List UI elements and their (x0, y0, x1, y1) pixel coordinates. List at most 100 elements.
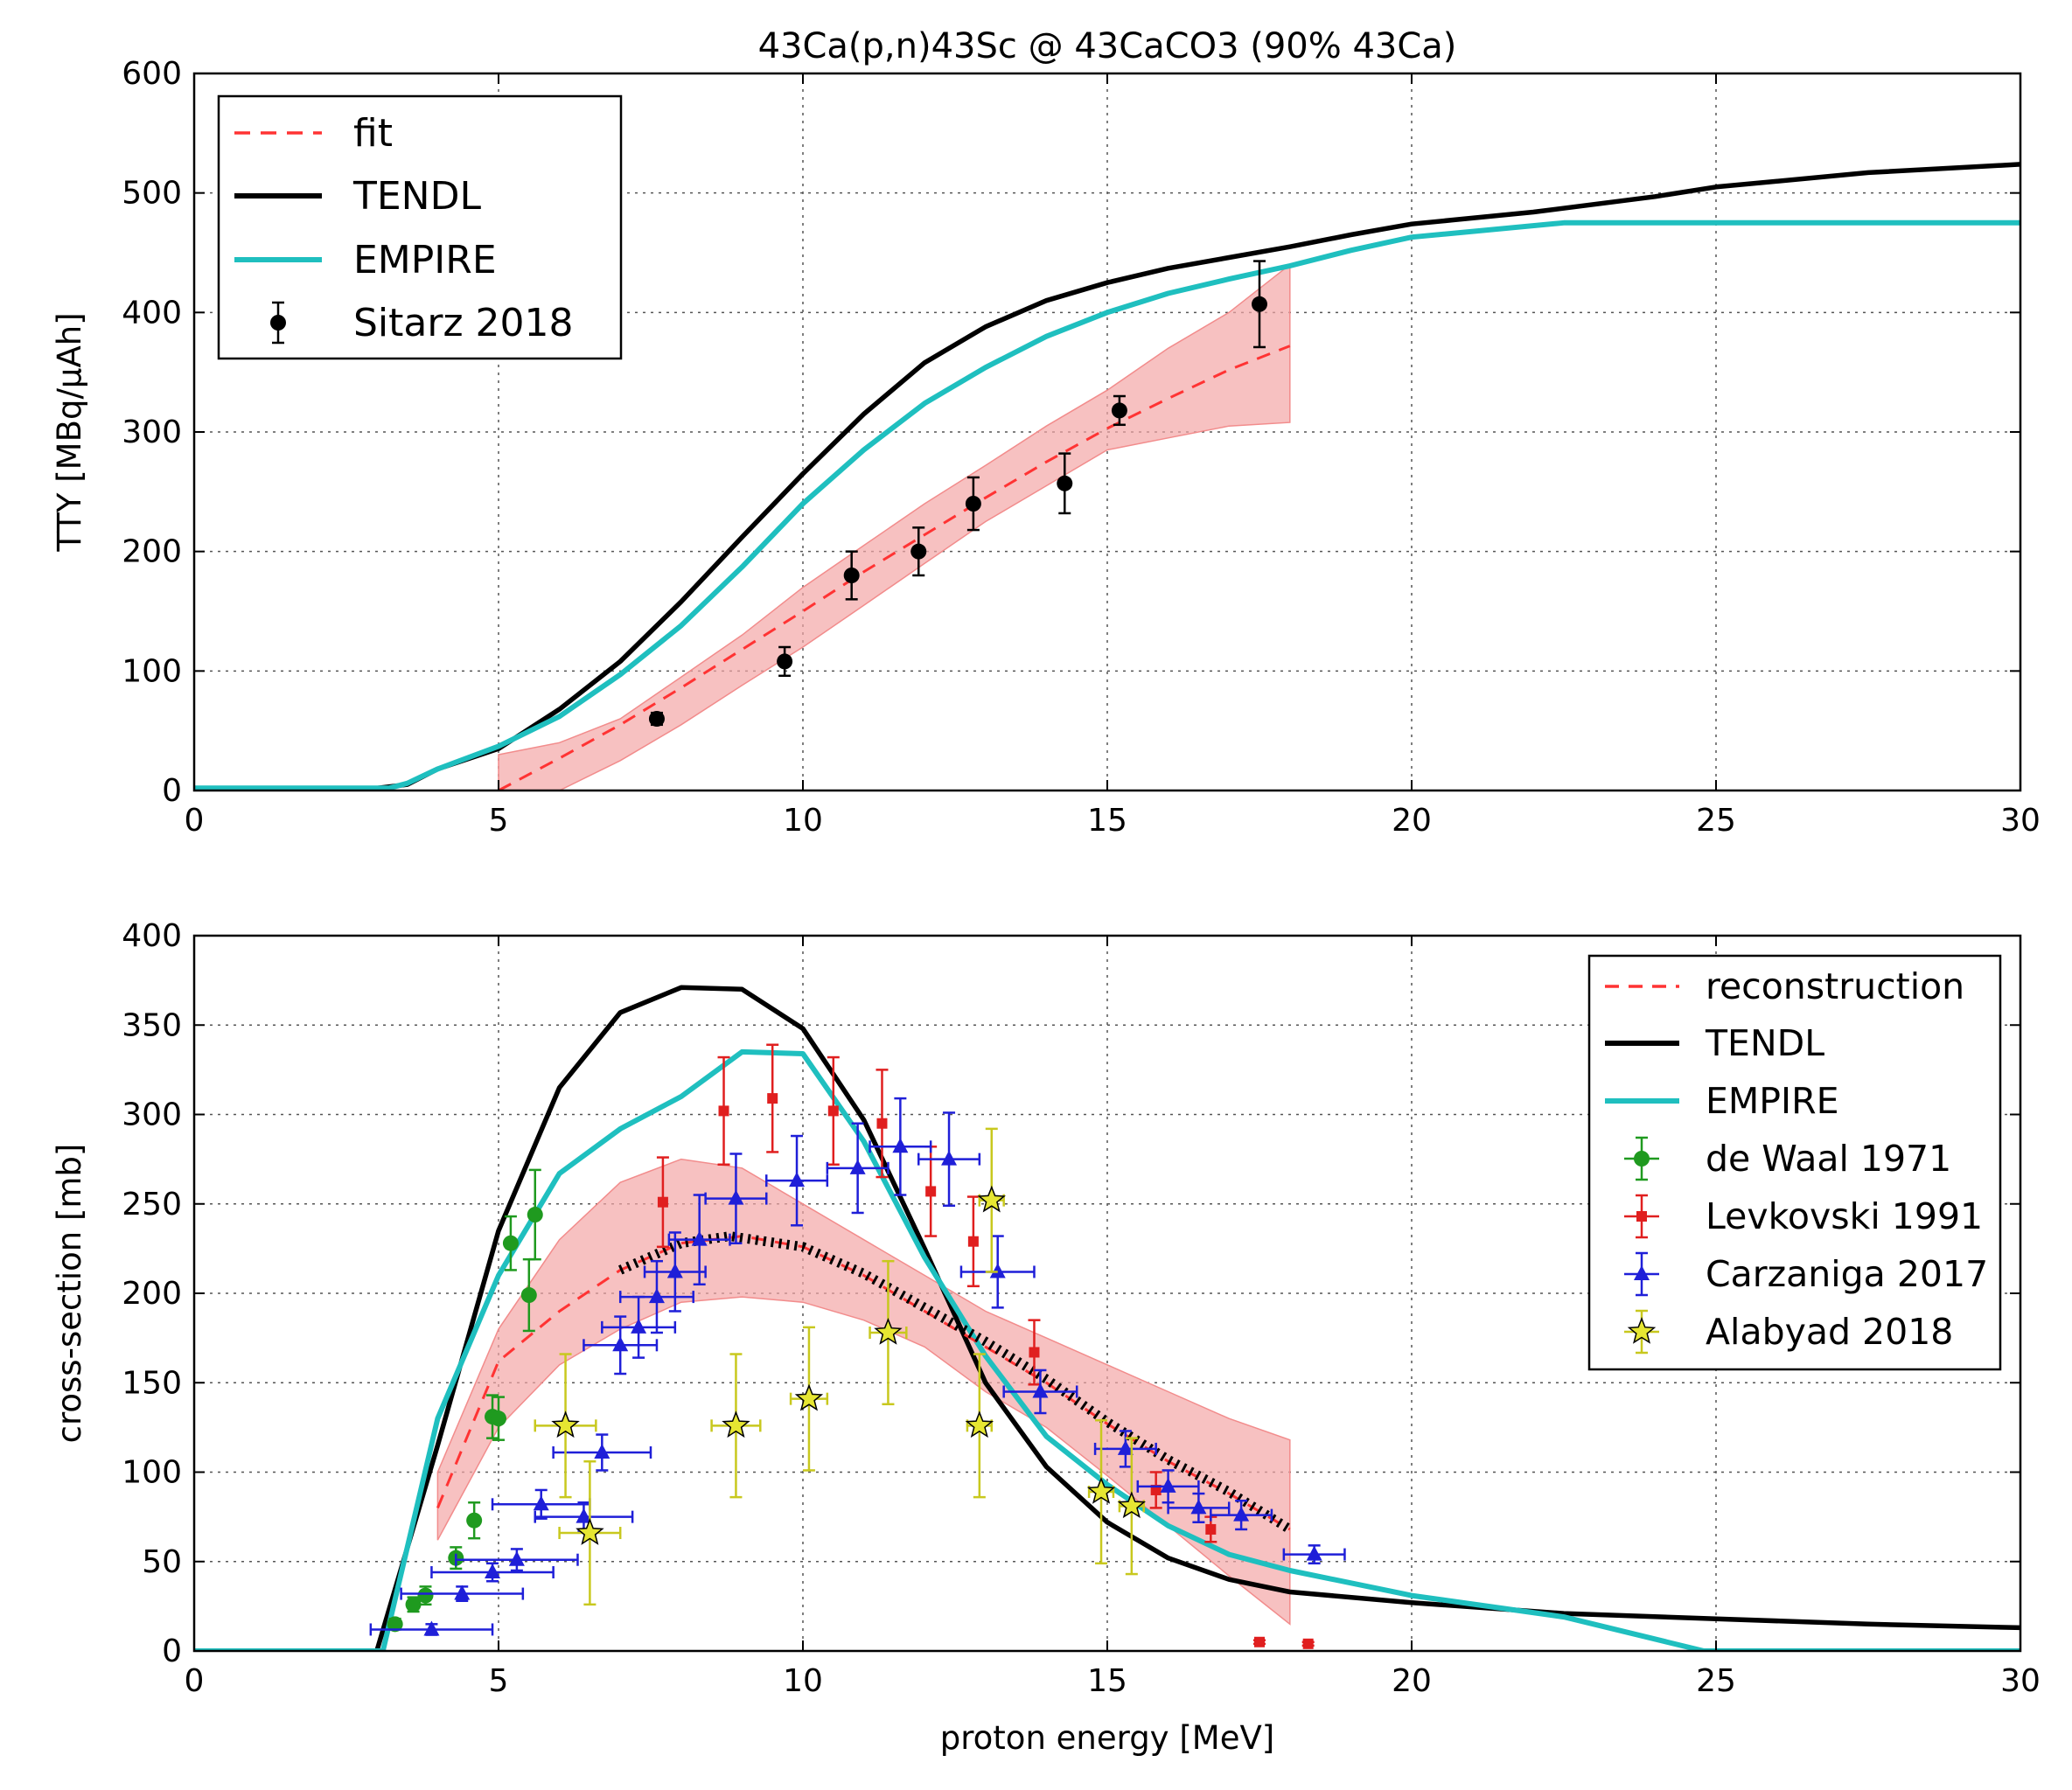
bottom-y-tick-label: 50 (142, 1544, 182, 1580)
top-sitarz-2018-point (1111, 394, 1127, 427)
top-empire-line (194, 219, 2020, 791)
top-sitarz-2018-point (965, 476, 981, 532)
bottom-alabyad-2018-marker (1086, 1476, 1116, 1504)
bottom-carzaniga-2017-marker (989, 1263, 1006, 1278)
bottom-carzaniga-2017-marker (533, 1495, 549, 1511)
bottom-levkovski-1991-marker (1302, 1638, 1314, 1649)
bottom-de-waal-1971-marker (417, 1587, 434, 1604)
legend-carzaniga-label: Carzaniga 2017 (1706, 1253, 1988, 1295)
bottom-carzaniga-2017-point (1210, 1499, 1273, 1531)
top-sitarz-2018-point (648, 711, 665, 727)
bottom-carzaniga-2017-point (917, 1111, 981, 1208)
bottom-levkovski-1991-point (876, 1069, 889, 1179)
bottom-alabyad-2018-point (1086, 1418, 1116, 1565)
legend-levkovski-swatch (1624, 1194, 1659, 1239)
bottom-carzaniga-2017-point (869, 1097, 932, 1196)
legend-alabyad-label: Alabyad 2018 (1706, 1311, 1953, 1353)
bottom-alabyad-2018-point (1117, 1437, 1147, 1576)
legend-alabyad-swatch-marker (1627, 1316, 1657, 1344)
bottom-carzaniga-2017-point (1136, 1469, 1200, 1504)
bottom-alabyad-2018-marker (965, 1410, 994, 1438)
top-sitarz-2018-marker (910, 543, 927, 560)
legend-carzaniga-swatch-marker (1634, 1265, 1650, 1280)
top-x-tick-label: 25 (1696, 803, 1736, 839)
top-x-tick-label: 15 (1087, 803, 1127, 839)
bottom-carzaniga-2017-point (826, 1122, 889, 1215)
top-x-tick-label: 10 (783, 803, 823, 839)
top-legend: fit TENDL EMPIRE Sitarz 2018 (217, 94, 623, 360)
bottom-levkovski-1991-marker (967, 1236, 979, 1247)
bottom-carzaniga-2017-marker (423, 1620, 440, 1636)
bottom-y-tick-label: 150 (122, 1365, 182, 1401)
bottom-de-waal-1971-marker (387, 1616, 403, 1633)
bottom-empire-line (194, 1048, 2020, 1651)
top-y-tick-label: 300 (122, 414, 182, 450)
bottom-alabyad-2018-point (558, 1459, 622, 1606)
bottom-de-waal-1971-marker (405, 1596, 422, 1612)
bottom-alabyad-2018-point (534, 1353, 597, 1499)
bottom-levkovski-1991-point (1028, 1319, 1041, 1386)
bottom-carzaniga-2017-point (764, 1134, 829, 1227)
bottom-carzaniga-2017-marker (941, 1150, 958, 1166)
bottom-carzaniga-2017-point (667, 1194, 731, 1286)
legend-dewaal-swatch (1624, 1136, 1659, 1181)
top-y-axis-label: TTY [MBq/µAh] (51, 312, 88, 552)
bottom-alabyad-2018-marker (977, 1185, 1006, 1213)
bottom-x-tick-label: 30 (2000, 1663, 2041, 1699)
bottom-carzaniga-2017-point (400, 1585, 525, 1602)
top-fit-band (498, 263, 1291, 791)
bottom-carzaniga-2017-marker (454, 1585, 471, 1600)
bottom-levkovski-1991-point (717, 1055, 730, 1167)
bottom-de-waal-1971-point (491, 1396, 506, 1441)
bottom-levkovski-1991-point (656, 1156, 669, 1249)
top-y-tick-label: 500 (122, 176, 182, 212)
bottom-levkovski-1991-point (827, 1055, 840, 1167)
top-sitarz-2018-marker (1252, 296, 1267, 312)
top-sitarz-2018-marker (648, 711, 665, 727)
bottom-levkovski-1991-marker (1205, 1523, 1217, 1535)
top-y-tick-label: 600 (122, 56, 182, 92)
bottom-de-waal-1971-marker (466, 1512, 483, 1529)
bottom-carzaniga-2017-marker (1032, 1383, 1049, 1398)
bottom-levkovski-1991-marker (876, 1118, 888, 1129)
bottom-carzaniga-2017-point (1002, 1369, 1078, 1415)
bottom-alabyad-2018-point (965, 1353, 994, 1499)
bottom-carzaniga-2017-marker (849, 1159, 866, 1174)
bottom-carzaniga-2017-point (1167, 1492, 1231, 1524)
top-plot-area (194, 162, 2020, 791)
bottom-carzaniga-2017-marker (1306, 1545, 1322, 1561)
x-axis-label: proton energy [MeV] (940, 1719, 1274, 1757)
bottom-levkovski-1991-marker (1254, 1636, 1265, 1647)
legend-sitarz-label: Sitarz 2018 (353, 301, 574, 345)
bottom-carzaniga-2017-marker (1190, 1499, 1207, 1515)
bottom-de-waal-1971-marker (527, 1207, 543, 1223)
bottom-carzaniga-2017-marker (594, 1444, 610, 1459)
top-sitarz-2018-point (1252, 260, 1267, 349)
top-y-tick-label: 200 (122, 534, 182, 570)
legend-empire2-label: EMPIRE (1706, 1080, 1839, 1122)
bottom-carzaniga-2017-marker (691, 1230, 708, 1246)
top-x-tick-label: 30 (2000, 803, 2041, 839)
top-sitarz-2018-point (843, 550, 860, 601)
tty-chart: 43Ca(p,n)43Sc @ 43CaCO3 (90% 43Ca) 0 5 10 1… (51, 26, 2041, 839)
bottom-y-tick-label: 400 (122, 918, 182, 954)
top-y-tick-label: 0 (162, 773, 182, 809)
bottom-alabyad-2018-marker (874, 1317, 903, 1345)
bottom-carzaniga-2017-marker (728, 1189, 744, 1205)
bottom-carzaniga-2017-point (618, 1259, 694, 1334)
top-sitarz-2018-marker (777, 653, 793, 670)
bottom-y-tick-label: 100 (122, 1455, 182, 1491)
bottom-x-tick-label: 25 (1696, 1663, 1736, 1699)
top-fit-line (498, 345, 1291, 791)
legend-carzaniga-swatch (1624, 1251, 1659, 1297)
bottom-legend: reconstruction TENDL EMPIRE de Waal 1971… (1587, 954, 2002, 1371)
bottom-de-waal-1971-marker (520, 1287, 537, 1304)
bottom-carzaniga-2017-marker (485, 1564, 501, 1579)
bottom-alabyad-2018-point (789, 1326, 829, 1472)
bottom-de-waal-1971-point (405, 1596, 422, 1613)
bottom-x-tick-label: 5 (489, 1663, 509, 1699)
bottom-carzaniga-2017-point (534, 1501, 634, 1533)
bottom-carzaniga-2017-marker (1160, 1477, 1176, 1493)
bottom-carzaniga-2017-marker (631, 1318, 647, 1334)
